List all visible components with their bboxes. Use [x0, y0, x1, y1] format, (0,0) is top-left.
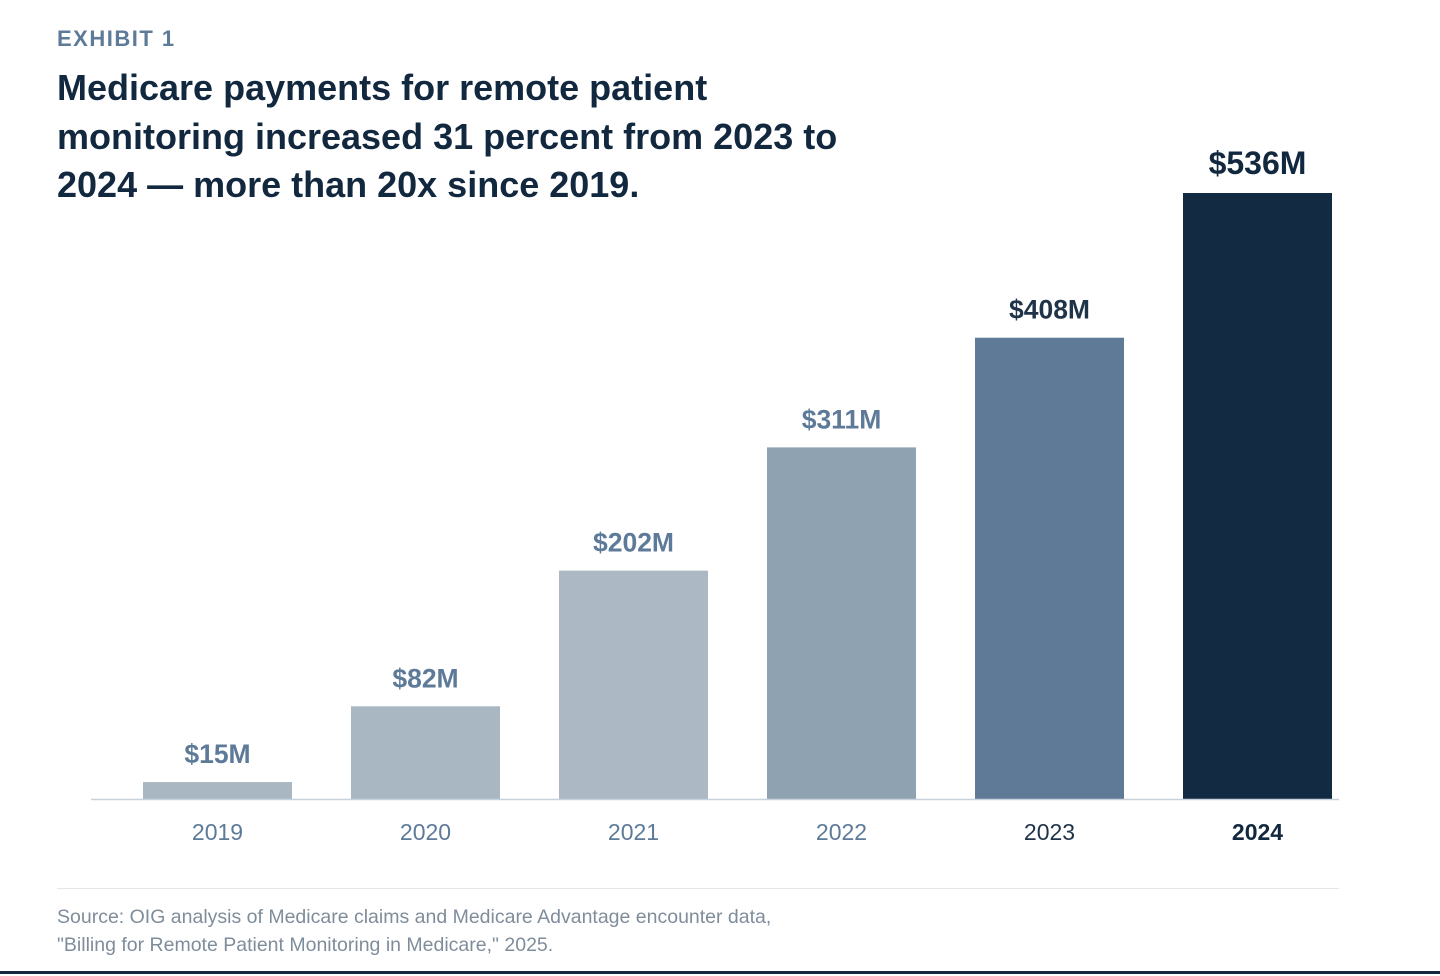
- category-label-2019: 2019: [192, 819, 243, 845]
- bar-2019: [143, 782, 292, 799]
- category-label-2024: 2024: [1232, 819, 1283, 845]
- chart-headline: Medicare payments for remote patient mon…: [57, 67, 838, 205]
- bottom-border: [0, 971, 1440, 974]
- category-labels-group: 2019 2020 2021 2022 2023 2024: [192, 819, 1283, 845]
- bars-group: [143, 193, 1332, 799]
- bar-2020: [351, 706, 500, 799]
- category-label-2020: 2020: [400, 819, 451, 845]
- category-label-2021: 2021: [608, 819, 659, 845]
- category-label-2023: 2023: [1024, 819, 1075, 845]
- bar-chart: $15M $82M $202M $311M $408M $536M 2019 2020 202…: [91, 145, 1339, 845]
- footer-divider: [57, 888, 1339, 889]
- source-note: Source: OIG analysis of Medicare claims …: [57, 906, 772, 956]
- value-label-2022: $311M: [802, 404, 882, 434]
- bar-2021: [559, 570, 708, 799]
- bar-2022: [767, 447, 916, 799]
- category-label-2022: 2022: [816, 819, 867, 845]
- exhibit-label: EXHIBIT 1: [57, 26, 176, 51]
- value-label-2024: $536M: [1209, 145, 1307, 181]
- bar-2024: [1183, 193, 1332, 799]
- value-label-2021: $202M: [593, 528, 674, 558]
- value-label-2020: $82M: [392, 663, 458, 693]
- value-label-2019: $15M: [184, 739, 250, 769]
- value-label-2023: $408M: [1009, 295, 1090, 325]
- bar-2023: [975, 337, 1124, 799]
- value-labels-group: $15M $82M $202M $311M $408M $536M: [184, 145, 1306, 769]
